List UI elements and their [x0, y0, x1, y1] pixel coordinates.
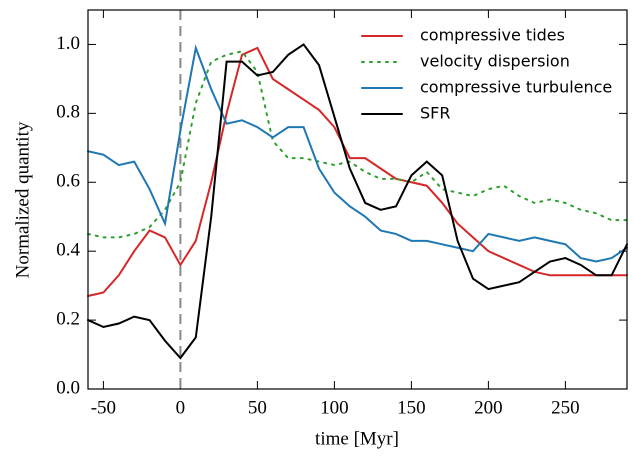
y-tick-label: 0.2 — [56, 308, 80, 329]
series-line — [87, 43, 628, 360]
series-line — [87, 44, 628, 263]
series-line — [87, 46, 628, 297]
y-tick-label: 1.0 — [56, 33, 80, 54]
legend-label: SFR — [420, 104, 450, 123]
x-tick-label: 250 — [551, 397, 580, 418]
x-tick-label: 200 — [474, 397, 503, 418]
x-tick-label: 50 — [248, 397, 267, 418]
x-tick-label: 0 — [176, 397, 186, 418]
legend-label: velocity dispersion — [420, 52, 570, 71]
plot-frame — [87, 9, 628, 390]
x-tick-label: -50 — [91, 397, 116, 418]
y-tick-label: 0.8 — [56, 102, 80, 123]
x-tick-label: 100 — [320, 397, 349, 418]
y-tick-label: 0.4 — [56, 240, 80, 261]
legend: compressive tides velocity dispersion comp… — [361, 26, 612, 123]
legend-label: compressive tides — [420, 26, 565, 45]
y-tick-label: 0.6 — [56, 171, 80, 192]
x-axis-label: time [Myr] — [315, 428, 399, 449]
y-axis-label: Normalized quantity — [12, 121, 33, 278]
series-line — [87, 50, 628, 239]
legend-label: compressive turbulence — [420, 78, 612, 97]
x-tick-label: 150 — [397, 397, 426, 418]
y-tick-label: 0.0 — [56, 377, 80, 398]
